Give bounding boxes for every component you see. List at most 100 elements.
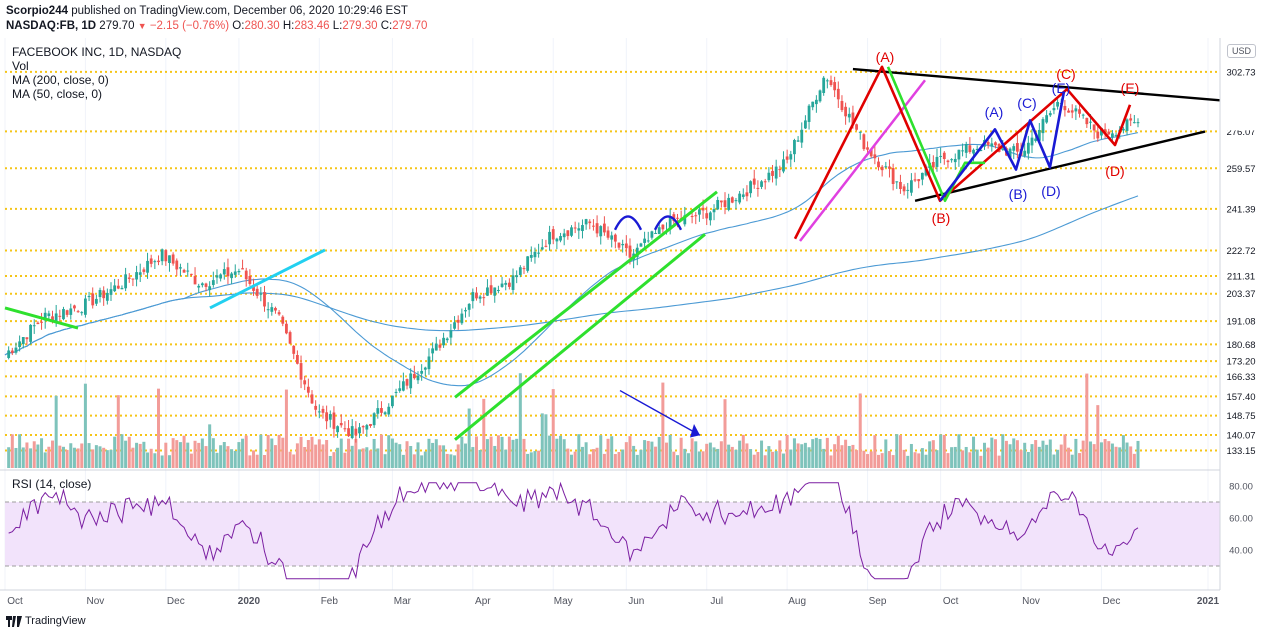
candle-body	[87, 296, 91, 298]
volume-bar	[1099, 442, 1103, 468]
volume-bar	[306, 440, 310, 468]
volume-bar	[58, 445, 62, 468]
candle-body	[763, 181, 767, 183]
candle-body	[32, 325, 36, 327]
candle-body	[467, 303, 471, 310]
time-axis-label: Feb	[321, 596, 339, 607]
candle-body	[142, 269, 146, 272]
currency-button[interactable]: USD	[1227, 44, 1257, 58]
wave-label: (E)	[1052, 80, 1071, 96]
volume-bar	[146, 452, 150, 468]
volume-bar	[781, 453, 785, 468]
volume-bar	[1136, 440, 1140, 468]
volume-bar	[160, 455, 164, 468]
candle-body	[306, 386, 310, 393]
volume-bar	[1107, 441, 1111, 468]
candle-body	[946, 160, 950, 163]
candle-body	[613, 234, 617, 242]
candle-body	[303, 380, 307, 385]
candle-body	[310, 394, 314, 404]
wave-label: (C)	[1017, 95, 1036, 111]
volume-bar	[635, 454, 639, 468]
volume-bar	[303, 446, 307, 468]
legend-ma50[interactable]: MA (50, close, 0)	[12, 87, 103, 101]
candle-body	[939, 155, 943, 157]
volume-bar	[650, 441, 654, 468]
candle-body	[200, 283, 204, 286]
brand-footer[interactable]: TradingView	[6, 615, 86, 627]
volume-bar	[1110, 443, 1114, 468]
volume-bar	[1041, 440, 1045, 468]
candle-body	[325, 412, 329, 422]
candle-body	[873, 154, 877, 159]
candle-body	[694, 215, 698, 217]
legend-ma200[interactable]: MA (200, close, 0)	[12, 73, 109, 87]
volume-bar	[573, 451, 577, 468]
volume-bar	[292, 454, 296, 468]
candle-body	[138, 272, 142, 275]
time-axis-label: Nov	[1022, 596, 1040, 607]
candle-body	[376, 408, 380, 414]
legend-vol[interactable]: Vol	[12, 59, 29, 73]
candle-body	[920, 172, 924, 180]
candle-body	[398, 388, 402, 391]
volume-bar	[387, 435, 391, 468]
volume-bar	[1118, 447, 1122, 468]
candle-body	[661, 224, 665, 230]
volume-bar	[273, 445, 277, 468]
volume-bar	[175, 440, 179, 468]
candle-body	[131, 278, 135, 280]
candle-body	[964, 144, 968, 153]
candle-body	[18, 341, 22, 348]
candle-body	[749, 181, 752, 194]
candle-body	[387, 406, 391, 415]
volume-bar	[131, 447, 135, 468]
volume-bar	[675, 455, 679, 468]
candle-body	[811, 101, 815, 108]
candle-body	[767, 172, 771, 181]
volume-bar	[94, 445, 98, 468]
volume-bar	[1019, 450, 1023, 468]
candle-body	[829, 80, 833, 85]
ohlc-bar: NASDAQ:FB, 1D 279.70 ▼ −2.15 (−0.76%) O:…	[6, 19, 427, 34]
volume-bar	[526, 453, 530, 468]
time-axis-label: 2021	[1197, 596, 1220, 607]
volume-bar	[1096, 405, 1100, 468]
candle-body	[36, 322, 40, 325]
volume-bar	[1132, 453, 1136, 468]
volume-bar	[562, 439, 566, 468]
candle-body	[654, 232, 657, 234]
time-axis-label: Aug	[788, 596, 806, 607]
volume-bar	[471, 447, 475, 468]
candle-body	[7, 350, 11, 358]
candle-body	[1034, 138, 1038, 141]
volume-bar	[1125, 442, 1129, 468]
volume-bar	[288, 451, 292, 468]
volume-bar	[277, 434, 281, 468]
high-value: 283.46	[294, 20, 330, 32]
volume-bar	[390, 438, 394, 468]
candle-body	[21, 337, 25, 345]
wave-blue-path	[938, 91, 1066, 202]
candle-body	[910, 180, 913, 193]
volume-bar	[208, 424, 212, 468]
published-bar: Scorpio244 published on TradingView.com,…	[6, 4, 408, 19]
volume-bar	[800, 444, 804, 468]
volume-bar	[752, 454, 756, 468]
volume-bar	[931, 440, 935, 468]
author[interactable]: Scorpio244	[6, 5, 68, 17]
candle-body	[646, 240, 650, 242]
candle-body	[51, 316, 54, 321]
candle-body	[43, 312, 47, 321]
candle-body	[825, 80, 829, 82]
volume-bar	[504, 449, 508, 468]
candle-body	[862, 134, 866, 150]
rsi-legend[interactable]: RSI (14, close)	[12, 477, 92, 491]
volume-bar	[877, 454, 881, 468]
volume-bar	[972, 436, 976, 468]
volume-bar	[555, 438, 559, 468]
candle-body	[705, 213, 709, 219]
volume-bar	[807, 447, 811, 468]
candle-body	[394, 391, 398, 393]
